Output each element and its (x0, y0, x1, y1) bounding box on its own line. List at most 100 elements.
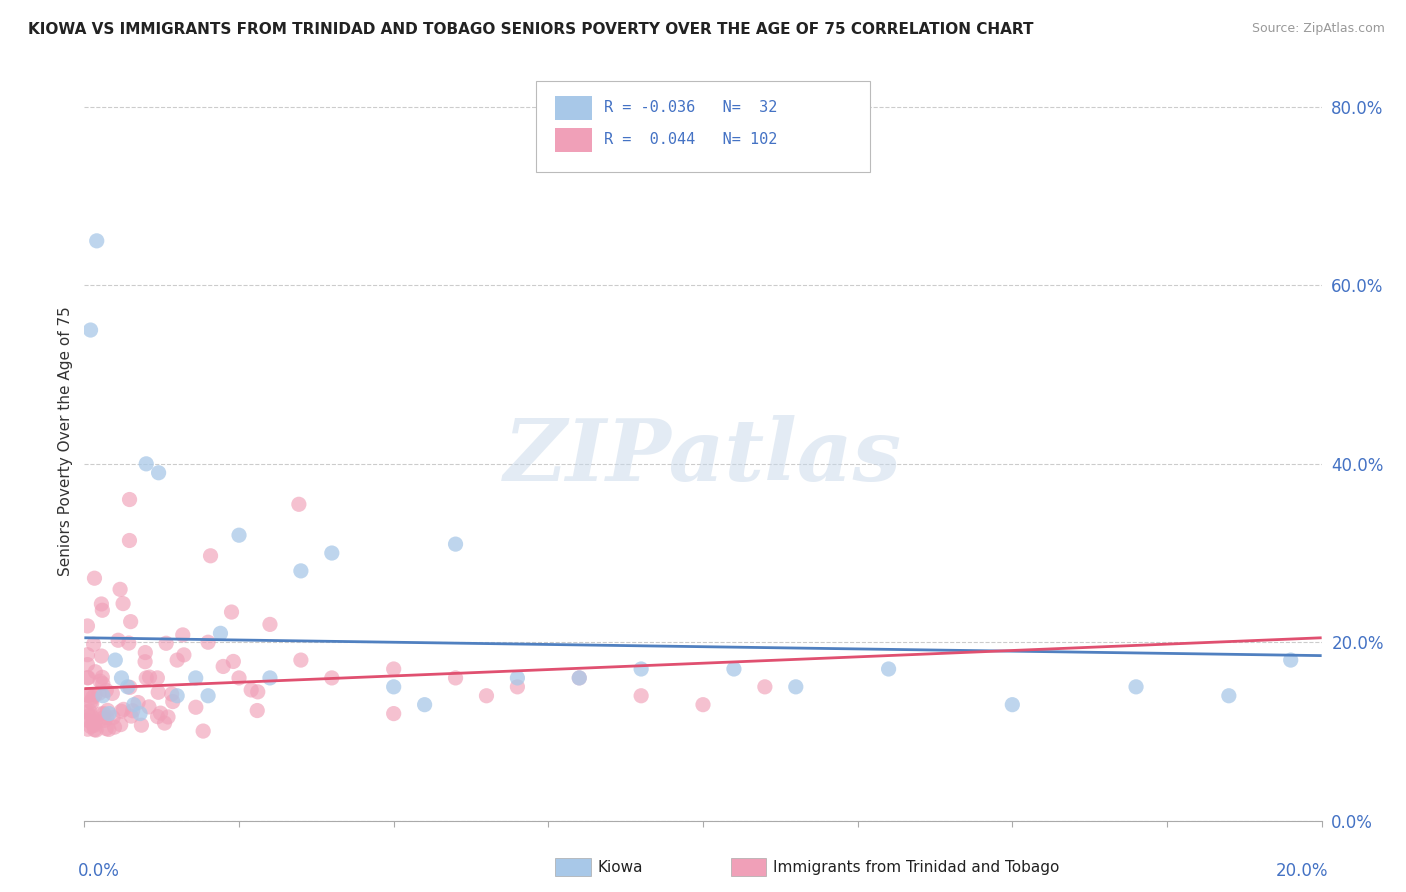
Point (127, 696, 149, 710)
Point (76, 688, 98, 702)
Point (228, 671, 250, 685)
Point (93, 706, 115, 721)
Point (76, 706, 98, 720)
Point (117, 680, 139, 694)
Point (79, 719, 101, 733)
Point (246, 704, 269, 718)
Point (80, 695, 103, 709)
Point (259, 671, 281, 685)
Text: R =  0.044   N= 102: R = 0.044 N= 102 (605, 132, 778, 147)
Point (91, 603, 114, 617)
Point (121, 704, 143, 718)
Point (110, 704, 132, 718)
Point (79, 704, 101, 718)
Point (212, 659, 235, 673)
Point (288, 497, 311, 511)
Point (80, 696, 103, 710)
Point (209, 626, 232, 640)
Point (96, 683, 118, 698)
Point (146, 709, 169, 723)
Point (153, 716, 176, 731)
Point (148, 685, 170, 699)
Point (89, 674, 111, 689)
Point (156, 710, 179, 724)
Point (197, 689, 219, 703)
Point (290, 564, 312, 578)
Point (135, 457, 157, 471)
Point (118, 533, 141, 548)
Point (90, 648, 112, 663)
Point (138, 699, 160, 714)
Text: ZIPatlas: ZIPatlas (503, 415, 903, 499)
Point (134, 655, 156, 669)
Point (160, 687, 183, 701)
Point (172, 628, 194, 642)
Point (89, 686, 111, 700)
Point (108, 582, 131, 597)
Point (321, 546, 343, 560)
Point (83, 718, 105, 732)
Point (96, 710, 118, 724)
Point (110, 717, 132, 731)
Point (96, 722, 118, 736)
Point (877, 662, 900, 676)
Text: Kiowa: Kiowa (598, 860, 643, 874)
Point (79, 323, 101, 337)
Point (76, 619, 98, 633)
Point (90, 706, 112, 721)
Point (91, 711, 114, 725)
Point (101, 710, 124, 724)
Point (80, 710, 103, 724)
Point (200, 549, 222, 563)
Point (506, 680, 529, 694)
Point (101, 686, 124, 700)
Point (166, 653, 188, 667)
Point (84, 665, 107, 679)
Point (148, 466, 170, 480)
Point (173, 648, 195, 662)
Point (129, 706, 152, 721)
Point (107, 633, 129, 648)
Text: Immigrants from Trinidad and Tobago: Immigrants from Trinidad and Tobago (773, 860, 1060, 874)
Point (84, 714, 107, 729)
Point (149, 706, 172, 720)
Point (91, 676, 114, 690)
FancyBboxPatch shape (554, 95, 592, 120)
Point (112, 702, 135, 716)
Text: KIOWA VS IMMIGRANTS FROM TRINIDAD AND TOBAGO SENIORS POVERTY OVER THE AGE OF 75 : KIOWA VS IMMIGRANTS FROM TRINIDAD AND TO… (28, 22, 1033, 37)
Text: R = -0.036   N=  32: R = -0.036 N= 32 (605, 101, 778, 115)
Point (84, 723, 107, 737)
Point (184, 671, 207, 685)
Point (723, 662, 745, 676)
Point (76, 723, 98, 737)
Point (77, 671, 100, 685)
Point (122, 698, 145, 712)
Point (246, 685, 269, 699)
Point (131, 718, 153, 732)
Point (118, 492, 141, 507)
Point (76, 714, 98, 728)
Point (93, 714, 115, 728)
Point (444, 537, 467, 551)
Point (97, 723, 120, 737)
Point (97, 703, 120, 717)
Point (444, 671, 467, 685)
Point (91, 689, 114, 703)
Point (568, 671, 591, 685)
Point (259, 617, 281, 632)
Point (1218, 689, 1240, 703)
Point (77, 709, 100, 723)
Point (120, 615, 142, 629)
Point (221, 605, 243, 619)
Point (155, 636, 177, 650)
Point (785, 680, 807, 694)
Point (91, 670, 114, 684)
Point (692, 698, 714, 712)
Point (76, 671, 98, 685)
Point (197, 635, 219, 649)
Point (118, 636, 141, 650)
Point (104, 653, 127, 667)
Point (82, 690, 104, 705)
Point (382, 662, 405, 676)
Point (630, 689, 652, 703)
